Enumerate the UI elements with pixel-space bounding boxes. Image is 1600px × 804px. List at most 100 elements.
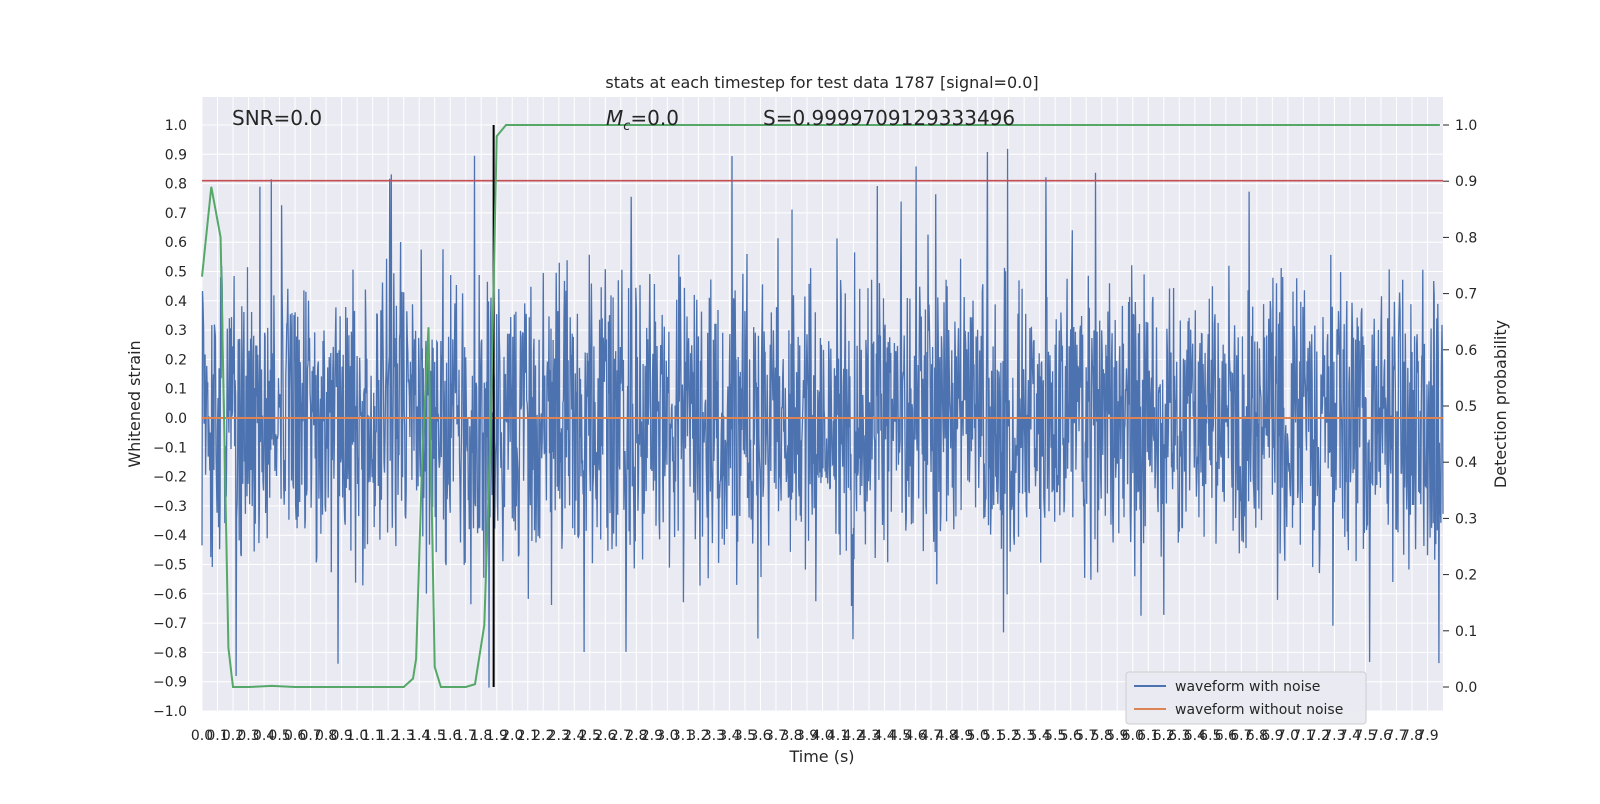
s-annotation: S=0.9999709129333496 <box>763 106 1015 130</box>
x-tick-label: 0.6 <box>284 728 306 744</box>
x-tick-label: 5.2 <box>998 728 1020 744</box>
x-tick-label: 0.3 <box>237 728 259 744</box>
x-tick-label: 4.4 <box>873 728 895 744</box>
x-tick-label: 0.9 <box>330 728 352 744</box>
x-tick-label: 4.2 <box>842 728 864 744</box>
x-tick-label: 2.5 <box>579 728 601 744</box>
x-tick-label: 6.9 <box>1261 728 1283 744</box>
x-tick-label: 3.3 <box>703 728 725 744</box>
y2-tick-label: 0.5 <box>1455 399 1477 415</box>
x-tick-label: 5.4 <box>1029 728 1051 744</box>
x-tick-label: 1.8 <box>470 728 492 744</box>
x-tick-label: 6.3 <box>1168 728 1190 744</box>
x-tick-label: 1.1 <box>362 728 384 744</box>
y-tick-label: 0.9 <box>165 147 187 163</box>
y-tick-label: −1.0 <box>153 704 187 720</box>
y-tick-label: −0.4 <box>153 528 187 544</box>
y-tick-label: 0.2 <box>165 352 187 368</box>
legend: waveform with noise waveform without noi… <box>1125 671 1367 725</box>
y2-tick-label: 1.0 <box>1455 118 1477 134</box>
y2-tick-label: 0.8 <box>1455 230 1477 246</box>
x-tick-label: 7.1 <box>1292 728 1314 744</box>
x-tick-labels: 0.00.10.20.30.40.50.60.70.80.91.01.11.21… <box>191 728 1439 744</box>
x-tick-label: 7.8 <box>1401 728 1423 744</box>
x-tick-label: 2.9 <box>641 728 663 744</box>
y-tick-label: 0.7 <box>165 206 187 222</box>
y-tick-label: −0.7 <box>153 616 187 632</box>
y2-tick-label: 0.9 <box>1455 174 1477 190</box>
overlays <box>201 124 1443 688</box>
x-tick-label: 2.3 <box>548 728 570 744</box>
y-tick-label: 0.0 <box>165 411 187 427</box>
x-tick-label: 6.6 <box>1215 728 1237 744</box>
x-tick-label: 1.4 <box>408 728 430 744</box>
noisy-waveform-series <box>201 148 1444 688</box>
x-tick-label: 1.3 <box>393 728 415 744</box>
x-tick-label: 5.7 <box>1075 728 1097 744</box>
x-tick-label: 7.4 <box>1339 728 1361 744</box>
x-tick-label: 3.7 <box>765 728 787 744</box>
x-tick-label: 7.2 <box>1308 728 1330 744</box>
snr-annotation: SNR=0.0 <box>232 106 322 130</box>
x-tick-label: 4.7 <box>920 728 942 744</box>
x-tick-label: 2.1 <box>517 728 539 744</box>
x-tick-label: 1.9 <box>486 728 508 744</box>
chirp-mass-subscript: c <box>623 119 630 134</box>
legend-label-noise: waveform with noise <box>1175 679 1320 695</box>
x-tick-label: 6.4 <box>1184 728 1206 744</box>
y-tick-label: 0.4 <box>165 294 187 310</box>
y-tick-label: −0.2 <box>153 470 187 486</box>
x-tick-label: 0.4 <box>253 728 275 744</box>
x-tick-label: 3.6 <box>749 728 771 744</box>
x-tick-label: 6.2 <box>1153 728 1175 744</box>
y-tick-label: −0.1 <box>153 440 187 456</box>
x-tick-label: 7.3 <box>1323 728 1345 744</box>
x-tick-label: 0.5 <box>268 728 290 744</box>
x-tick-label: 0.8 <box>315 728 337 744</box>
x-tick-label: 4.5 <box>889 728 911 744</box>
y-axis-label: Whitened strain <box>125 340 144 467</box>
x-tick-label: 0.7 <box>299 728 321 744</box>
x-tick-label: 3.4 <box>718 728 740 744</box>
chart-title: stats at each timestep for test data 178… <box>605 73 1038 92</box>
x-tick-label: 1.5 <box>424 728 446 744</box>
y-tick-label: −0.6 <box>153 587 187 603</box>
y-tick-label: −0.3 <box>153 499 187 515</box>
x-tick-label: 7.9 <box>1416 728 1438 744</box>
x-tick-label: 4.0 <box>811 728 833 744</box>
y-tick-label: −0.5 <box>153 558 187 574</box>
x-tick-label: 3.0 <box>656 728 678 744</box>
y2-tick-labels: 1.0 0.9 0.8 0.7 0.6 0.5 0.4 0.3 0.2 0.1 0.0 <box>1443 118 1477 696</box>
y2-axis-label: Detection probability <box>1491 320 1510 488</box>
y2-tick-label: 0.1 <box>1455 624 1477 640</box>
y2-tick-label: 0.2 <box>1455 568 1477 584</box>
x-tick-label: 5.6 <box>1060 728 1082 744</box>
x-tick-label: 1.7 <box>455 728 477 744</box>
x-tick-label: 5.9 <box>1106 728 1128 744</box>
x-tick-label: 7.7 <box>1385 728 1407 744</box>
y-tick-labels: 1.0 0.9 0.8 0.7 0.6 0.5 0.4 0.3 0.2 0.1 0.0 −0.1 −0.… <box>153 118 187 720</box>
x-tick-label: 2.4 <box>563 728 585 744</box>
x-tick-label: 5.3 <box>1013 728 1035 744</box>
x-tick-label: 6.8 <box>1246 728 1268 744</box>
x-tick-label: 6.5 <box>1199 728 1221 744</box>
x-tick-label: 1.2 <box>377 728 399 744</box>
x-tick-label: 7.0 <box>1277 728 1299 744</box>
y2-tick-label: 0.0 <box>1455 680 1477 696</box>
x-tick-label: 5.0 <box>966 728 988 744</box>
x-tick-label: 2.0 <box>501 728 523 744</box>
y-tick-label: 0.1 <box>165 382 187 398</box>
y-tick-label: −0.8 <box>153 645 187 661</box>
x-tick-label: 4.3 <box>858 728 880 744</box>
x-tick-label: 3.5 <box>734 728 756 744</box>
x-tick-label: 5.5 <box>1044 728 1066 744</box>
x-tick-label: 2.2 <box>532 728 554 744</box>
x-tick-label: 6.1 <box>1137 728 1159 744</box>
y-tick-label: 0.6 <box>165 235 187 251</box>
y2-tick-label: 0.3 <box>1455 511 1477 527</box>
x-tick-label: 5.1 <box>982 728 1004 744</box>
x-tick-label: 2.7 <box>610 728 632 744</box>
x-tick-label: 7.6 <box>1370 728 1392 744</box>
